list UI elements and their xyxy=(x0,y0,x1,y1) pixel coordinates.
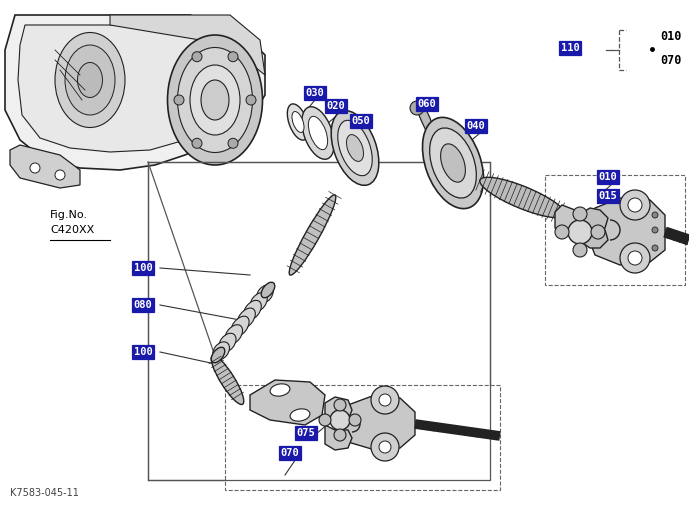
Ellipse shape xyxy=(250,293,267,312)
Ellipse shape xyxy=(292,112,304,133)
Circle shape xyxy=(319,414,331,426)
Ellipse shape xyxy=(225,325,243,345)
Text: 100: 100 xyxy=(134,347,152,357)
Polygon shape xyxy=(325,425,352,450)
Ellipse shape xyxy=(190,65,240,135)
Ellipse shape xyxy=(212,355,244,404)
Circle shape xyxy=(246,95,256,105)
Ellipse shape xyxy=(309,116,327,150)
Circle shape xyxy=(568,220,592,244)
Ellipse shape xyxy=(167,35,263,165)
Text: C420XX: C420XX xyxy=(50,225,94,235)
Polygon shape xyxy=(590,198,665,265)
Text: 075: 075 xyxy=(297,428,316,438)
Ellipse shape xyxy=(289,195,336,275)
Ellipse shape xyxy=(440,144,465,182)
Circle shape xyxy=(349,414,361,426)
Ellipse shape xyxy=(231,316,249,337)
Text: 070: 070 xyxy=(660,54,681,68)
Text: 100: 100 xyxy=(134,263,152,273)
Circle shape xyxy=(192,52,202,62)
Ellipse shape xyxy=(480,177,565,218)
Ellipse shape xyxy=(287,104,309,140)
Text: 030: 030 xyxy=(306,88,325,98)
Polygon shape xyxy=(325,397,352,423)
Polygon shape xyxy=(18,25,245,152)
Ellipse shape xyxy=(338,120,372,176)
Circle shape xyxy=(228,138,238,148)
Text: 015: 015 xyxy=(599,191,617,201)
Circle shape xyxy=(379,441,391,453)
Ellipse shape xyxy=(213,342,229,360)
Circle shape xyxy=(410,101,424,115)
Circle shape xyxy=(334,399,346,411)
Polygon shape xyxy=(342,395,415,450)
Ellipse shape xyxy=(237,308,256,329)
Ellipse shape xyxy=(218,333,236,352)
Circle shape xyxy=(371,433,399,461)
Circle shape xyxy=(620,190,650,220)
Text: 010: 010 xyxy=(599,172,617,182)
Ellipse shape xyxy=(178,48,252,153)
Text: 020: 020 xyxy=(327,101,345,111)
Ellipse shape xyxy=(256,285,274,303)
Text: 060: 060 xyxy=(418,99,436,109)
Circle shape xyxy=(174,95,184,105)
Text: Fig.No.: Fig.No. xyxy=(50,210,88,220)
Text: 040: 040 xyxy=(466,121,485,131)
Circle shape xyxy=(30,163,40,173)
Text: 070: 070 xyxy=(280,448,300,458)
Polygon shape xyxy=(578,208,608,230)
Ellipse shape xyxy=(347,135,364,161)
Polygon shape xyxy=(415,101,434,135)
Circle shape xyxy=(591,225,605,239)
Circle shape xyxy=(371,386,399,414)
Circle shape xyxy=(652,245,658,251)
Circle shape xyxy=(652,227,658,233)
Polygon shape xyxy=(110,15,265,75)
Circle shape xyxy=(379,394,391,406)
Circle shape xyxy=(573,207,587,221)
Text: 050: 050 xyxy=(351,116,371,126)
Polygon shape xyxy=(578,228,608,248)
Circle shape xyxy=(192,138,202,148)
Text: 080: 080 xyxy=(134,300,152,310)
Polygon shape xyxy=(10,145,80,188)
Ellipse shape xyxy=(302,106,334,159)
Ellipse shape xyxy=(201,80,229,120)
Circle shape xyxy=(620,243,650,273)
Ellipse shape xyxy=(212,347,225,363)
Circle shape xyxy=(628,251,642,265)
Text: 110: 110 xyxy=(561,43,579,53)
Ellipse shape xyxy=(55,32,125,127)
Circle shape xyxy=(573,243,587,257)
Circle shape xyxy=(652,212,658,218)
Ellipse shape xyxy=(430,128,476,198)
Ellipse shape xyxy=(261,282,275,298)
Ellipse shape xyxy=(331,111,379,185)
Circle shape xyxy=(334,429,346,441)
Ellipse shape xyxy=(422,117,484,208)
Polygon shape xyxy=(5,15,265,170)
Circle shape xyxy=(55,170,65,180)
Ellipse shape xyxy=(77,62,103,97)
Circle shape xyxy=(555,225,569,239)
Ellipse shape xyxy=(243,301,261,321)
Ellipse shape xyxy=(290,409,310,421)
Circle shape xyxy=(228,52,238,62)
Circle shape xyxy=(628,198,642,212)
Ellipse shape xyxy=(65,45,115,115)
Text: 010: 010 xyxy=(660,31,681,44)
Polygon shape xyxy=(250,380,325,425)
Text: K7583-045-11: K7583-045-11 xyxy=(10,488,79,498)
Circle shape xyxy=(330,410,350,430)
Polygon shape xyxy=(555,205,580,235)
Ellipse shape xyxy=(270,384,290,396)
